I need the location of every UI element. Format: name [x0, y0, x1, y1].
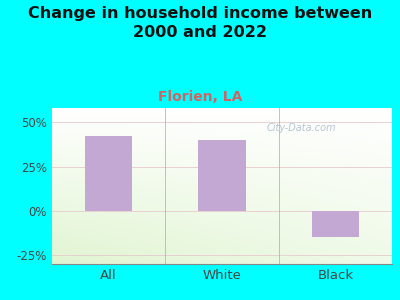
Text: City-Data.com: City-Data.com	[266, 123, 336, 133]
Text: Change in household income between
2000 and 2022: Change in household income between 2000 …	[28, 6, 372, 40]
Bar	[198, 140, 246, 211]
Text: Florien, LA: Florien, LA	[158, 90, 242, 104]
Bar	[312, 211, 359, 237]
Bar	[85, 136, 132, 211]
